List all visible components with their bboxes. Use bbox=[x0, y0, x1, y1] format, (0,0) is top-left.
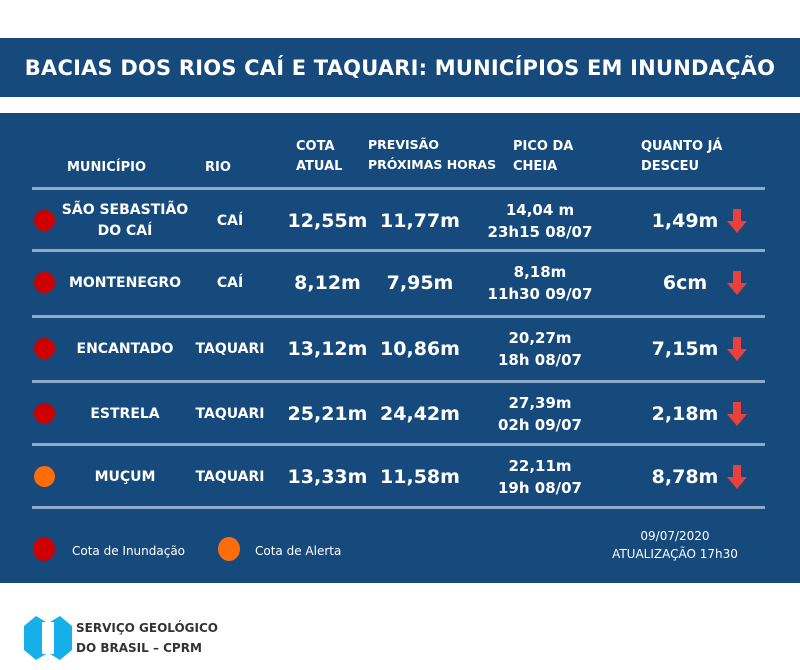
header-cota-line1: COTA bbox=[296, 139, 335, 154]
arrow-down-icon bbox=[727, 209, 747, 233]
table-row: ESTRELA TAQUARI 25,21m 24,42m 27,39m 02h … bbox=[0, 383, 800, 445]
pico-time: 02h 09/07 bbox=[497, 416, 582, 434]
pico-time: 18h 08/07 bbox=[497, 351, 582, 369]
header-cota: COTA ATUAL bbox=[296, 137, 342, 177]
table-row: MONTENEGRO CAÍ 8,12m 7,95m 8,18m 11h30 09… bbox=[0, 252, 800, 314]
header-pico-line1: PICO DA bbox=[513, 139, 574, 154]
rio: TAQUARI bbox=[195, 406, 265, 422]
rio: TAQUARI bbox=[195, 469, 265, 485]
pico-value: 8,18m bbox=[513, 263, 567, 281]
legend-inundacao-label: Cota de Inundação bbox=[72, 544, 186, 558]
footer-line2: DO BRASIL – CPRM bbox=[76, 641, 202, 655]
divider bbox=[32, 315, 765, 318]
header-rio: RIO bbox=[205, 160, 231, 175]
previsao: 11,58m bbox=[380, 466, 460, 488]
quanto-desceu: 2,18m bbox=[651, 403, 719, 425]
status-dot bbox=[34, 272, 55, 293]
pico-value: 20,27m bbox=[508, 329, 572, 347]
divider bbox=[32, 443, 765, 446]
header-pico: PICO DA CHEIA bbox=[513, 137, 573, 177]
legend-inundacao-dot bbox=[33, 537, 55, 561]
divider bbox=[32, 249, 765, 252]
municipio-line1: ENCANTADO bbox=[76, 340, 174, 357]
status-dot bbox=[34, 466, 55, 487]
pico-time: 23h15 08/07 bbox=[487, 223, 593, 241]
status-dot bbox=[34, 338, 55, 359]
update-time: ATUALIZAÇÃO 17h30 bbox=[612, 547, 738, 561]
municipio-line2: DO CAÍ bbox=[97, 223, 153, 239]
municipio-line1: MUÇUM bbox=[94, 468, 156, 485]
divider bbox=[32, 506, 765, 509]
cota-atual: 8,12m bbox=[294, 272, 361, 294]
header-cota-line2: ATUAL bbox=[296, 159, 343, 174]
pico-cheia: 22,11m 19h 08/07 bbox=[480, 446, 600, 508]
previsao: 7,95m bbox=[386, 272, 454, 294]
pico-cheia: 8,18m 11h30 09/07 bbox=[480, 252, 600, 314]
rio: CAÍ bbox=[216, 213, 244, 229]
divider bbox=[32, 380, 765, 383]
pico-time: 11h30 09/07 bbox=[487, 285, 593, 303]
municipio-name: SÃO SEBASTIÃO DO CAÍ bbox=[60, 190, 190, 252]
pico-time: 19h 08/07 bbox=[497, 479, 582, 497]
municipio-name: ESTRELA bbox=[60, 383, 190, 445]
legend-alerta-dot bbox=[218, 537, 240, 561]
legend-alerta-label: Cota de Alerta bbox=[255, 544, 342, 558]
status-dot bbox=[34, 210, 55, 231]
cota-atual: 25,21m bbox=[287, 403, 368, 425]
cota-atual: 13,33m bbox=[287, 466, 368, 488]
pico-value: 27,39m bbox=[508, 394, 572, 412]
previsao: 11,77m bbox=[380, 210, 460, 232]
status-dot bbox=[34, 403, 55, 424]
arrow-down-icon bbox=[727, 465, 747, 489]
municipio-line1: MONTENEGRO bbox=[68, 274, 182, 291]
pico-cheia: 20,27m 18h 08/07 bbox=[480, 318, 600, 380]
cota-atual: 13,12m bbox=[287, 338, 368, 360]
header-previsao-line1: PREVISÃO bbox=[368, 137, 439, 152]
header-pico-line2: CHEIA bbox=[513, 159, 558, 174]
page-title: BACIAS DOS RIOS CAÍ E TAQUARI: MUNICÍPIO… bbox=[0, 38, 800, 97]
divider bbox=[32, 187, 765, 190]
quanto-desceu: 6cm bbox=[662, 272, 708, 294]
pico-value: 14,04 m bbox=[505, 201, 575, 219]
table-row: MUÇUM TAQUARI 13,33m 11,58m 22,11m 19h 08… bbox=[0, 446, 800, 508]
header-quanto-line1: QUANTO JÁ bbox=[641, 139, 723, 154]
municipio-line1: ESTRELA bbox=[90, 405, 160, 422]
previsao: 24,42m bbox=[380, 403, 460, 425]
header-municipio: MUNICÍPIO bbox=[67, 160, 147, 175]
rio: CAÍ bbox=[216, 275, 244, 291]
flood-table-panel: MUNICÍPIO RIO COTA ATUAL PREVISÃO PRÓXIMAS… bbox=[0, 113, 800, 583]
pico-cheia: 14,04 m 23h15 08/07 bbox=[480, 190, 600, 252]
arrow-down-icon bbox=[727, 337, 747, 361]
table-row: ENCANTADO TAQUARI 13,12m 10,86m 20,27m 18… bbox=[0, 318, 800, 380]
update-info: 09/07/2020 ATUALIZAÇÃO 17h30 bbox=[600, 527, 750, 563]
quanto-desceu: 7,15m bbox=[651, 338, 719, 360]
municipio-name: ENCANTADO bbox=[60, 318, 190, 380]
previsao: 10,86m bbox=[380, 338, 460, 360]
cprm-logo-icon bbox=[24, 616, 72, 660]
cota-atual: 12,55m bbox=[287, 210, 368, 232]
arrow-down-icon bbox=[727, 402, 747, 426]
footer-line1: SERVIÇO GEOLÓGICO bbox=[76, 621, 219, 635]
municipio-line1: SÃO SEBASTIÃO bbox=[61, 202, 189, 218]
table-row: SÃO SEBASTIÃO DO CAÍ CAÍ 12,55m 11,77m 14… bbox=[0, 190, 800, 252]
rio: TAQUARI bbox=[195, 341, 265, 357]
footer-organization: SERVIÇO GEOLÓGICO DO BRASIL – CPRM bbox=[76, 618, 218, 658]
quanto-desceu: 1,49m bbox=[651, 210, 719, 232]
update-date: 09/07/2020 bbox=[640, 529, 710, 543]
header-quanto-desceu: QUANTO JÁ DESCEU bbox=[641, 137, 723, 177]
header-quanto-line2: DESCEU bbox=[641, 159, 700, 174]
arrow-down-icon bbox=[727, 271, 747, 295]
quanto-desceu: 8,78m bbox=[651, 466, 719, 488]
municipio-name: MUÇUM bbox=[60, 446, 190, 508]
pico-cheia: 27,39m 02h 09/07 bbox=[480, 383, 600, 445]
header-previsao: PREVISÃO PRÓXIMAS HORAS bbox=[368, 135, 496, 175]
pico-value: 22,11m bbox=[508, 457, 572, 475]
header-previsao-line2: PRÓXIMAS HORAS bbox=[368, 157, 497, 172]
municipio-name: MONTENEGRO bbox=[60, 252, 190, 314]
